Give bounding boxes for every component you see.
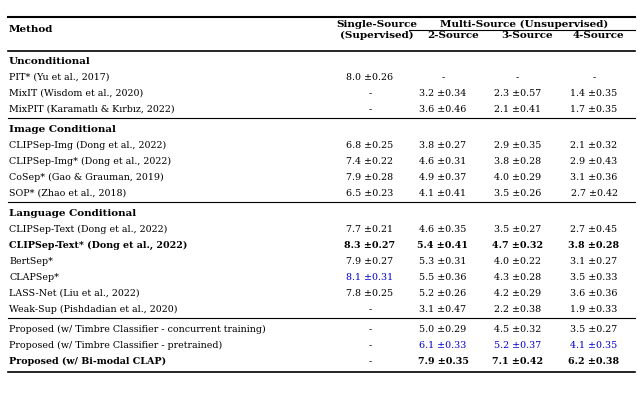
Text: 6.1 ±0.33: 6.1 ±0.33 xyxy=(419,341,467,350)
Text: 6.5 ±0.23: 6.5 ±0.23 xyxy=(346,189,394,198)
Text: 4.3 ±0.28: 4.3 ±0.28 xyxy=(494,273,541,282)
Text: CLIPSep-Text (Dong et al., 2022): CLIPSep-Text (Dong et al., 2022) xyxy=(9,225,168,234)
Text: -: - xyxy=(368,89,371,98)
Text: Language Conditional: Language Conditional xyxy=(9,209,136,218)
Text: 4-Source: 4-Source xyxy=(572,31,624,40)
Text: 2-Source: 2-Source xyxy=(427,31,479,40)
Text: -: - xyxy=(368,305,371,314)
Text: 1.7 ±0.35: 1.7 ±0.35 xyxy=(570,105,618,114)
Text: 3.6 ±0.36: 3.6 ±0.36 xyxy=(570,289,618,298)
Text: 5.5 ±0.36: 5.5 ±0.36 xyxy=(419,273,467,282)
Text: 7.4 ±0.22: 7.4 ±0.22 xyxy=(346,157,393,166)
Text: CLIPSep-Img* (Dong et al., 2022): CLIPSep-Img* (Dong et al., 2022) xyxy=(9,157,171,166)
Text: 2.9 ±0.35: 2.9 ±0.35 xyxy=(494,141,541,150)
Text: Single-Source: Single-Source xyxy=(336,20,417,29)
Text: 4.2 ±0.29: 4.2 ±0.29 xyxy=(494,289,541,298)
Text: Weak-Sup (Pishdadian et al., 2020): Weak-Sup (Pishdadian et al., 2020) xyxy=(9,305,177,314)
Text: CoSep* (Gao & Grauman, 2019): CoSep* (Gao & Grauman, 2019) xyxy=(9,173,164,182)
Text: 3.5 ±0.27: 3.5 ±0.27 xyxy=(494,225,541,234)
Text: 4.0 ±0.22: 4.0 ±0.22 xyxy=(494,257,541,266)
Text: Proposed (w/ Timbre Classifier - concurrent training): Proposed (w/ Timbre Classifier - concurr… xyxy=(9,325,266,334)
Text: -: - xyxy=(368,341,371,350)
Text: LASS-Net (Liu et al., 2022): LASS-Net (Liu et al., 2022) xyxy=(9,289,140,298)
Text: Multi-Source (Unsupervised): Multi-Source (Unsupervised) xyxy=(440,20,608,29)
Text: -: - xyxy=(593,73,596,82)
Text: 7.9 ±0.27: 7.9 ±0.27 xyxy=(346,257,393,266)
Text: 5.2 ±0.37: 5.2 ±0.37 xyxy=(494,341,541,350)
Text: -: - xyxy=(368,325,371,334)
Text: 3.1 ±0.47: 3.1 ±0.47 xyxy=(419,305,467,314)
Text: 7.9 ±0.35: 7.9 ±0.35 xyxy=(417,357,468,365)
Text: SOP* (Zhao et al., 2018): SOP* (Zhao et al., 2018) xyxy=(9,189,126,198)
Text: Method: Method xyxy=(9,26,53,34)
Text: 4.9 ±0.37: 4.9 ±0.37 xyxy=(419,173,467,182)
Text: 7.8 ±0.25: 7.8 ±0.25 xyxy=(346,289,393,298)
Text: 2.1 ±0.41: 2.1 ±0.41 xyxy=(494,105,541,114)
Text: (Supervised): (Supervised) xyxy=(340,30,413,40)
Text: 2.7 ±0.45: 2.7 ±0.45 xyxy=(570,225,618,234)
Text: -: - xyxy=(442,73,445,82)
Text: 3.5 ±0.26: 3.5 ±0.26 xyxy=(494,189,541,198)
Text: 1.4 ±0.35: 1.4 ±0.35 xyxy=(570,89,618,98)
Text: 3.5 ±0.33: 3.5 ±0.33 xyxy=(570,273,618,282)
Text: 5.4 ±0.41: 5.4 ±0.41 xyxy=(417,241,468,250)
Text: 2.7 ±0.42: 2.7 ±0.42 xyxy=(570,189,618,198)
Text: CLIPSep-Img (Dong et al., 2022): CLIPSep-Img (Dong et al., 2022) xyxy=(9,141,166,150)
Text: PIT* (Yu et al., 2017): PIT* (Yu et al., 2017) xyxy=(9,73,109,82)
Text: 5.0 ±0.29: 5.0 ±0.29 xyxy=(419,325,467,334)
Text: Proposed (w/ Bi-modal CLAP): Proposed (w/ Bi-modal CLAP) xyxy=(9,356,166,366)
Text: CLAPSep*: CLAPSep* xyxy=(9,273,59,282)
Text: 2.2 ±0.38: 2.2 ±0.38 xyxy=(494,305,541,314)
Text: 3.1 ±0.36: 3.1 ±0.36 xyxy=(570,173,618,182)
Text: 3.8 ±0.28: 3.8 ±0.28 xyxy=(568,241,620,250)
Text: 6.2 ±0.38: 6.2 ±0.38 xyxy=(568,357,620,365)
Text: 3.1 ±0.27: 3.1 ±0.27 xyxy=(570,257,618,266)
Text: Image Conditional: Image Conditional xyxy=(9,125,116,134)
Text: 3-Source: 3-Source xyxy=(501,31,553,40)
Text: Unconditional: Unconditional xyxy=(9,57,91,66)
Text: 7.9 ±0.28: 7.9 ±0.28 xyxy=(346,173,393,182)
Text: -: - xyxy=(368,357,371,365)
Text: 8.1 ±0.31: 8.1 ±0.31 xyxy=(346,273,393,282)
Text: BertSep*: BertSep* xyxy=(9,257,53,266)
Text: 4.6 ±0.35: 4.6 ±0.35 xyxy=(419,225,467,234)
Text: -: - xyxy=(516,73,519,82)
Text: MixIT (Wisdom et al., 2020): MixIT (Wisdom et al., 2020) xyxy=(9,89,143,98)
Text: 4.7 ±0.32: 4.7 ±0.32 xyxy=(492,241,543,250)
Text: 3.8 ±0.28: 3.8 ±0.28 xyxy=(494,157,541,166)
Text: 4.0 ±0.29: 4.0 ±0.29 xyxy=(494,173,541,182)
Text: 4.1 ±0.35: 4.1 ±0.35 xyxy=(570,341,618,350)
Text: CLIPSep-Text* (Dong et al., 2022): CLIPSep-Text* (Dong et al., 2022) xyxy=(9,241,188,250)
Text: -: - xyxy=(368,105,371,114)
Text: 8.3 ±0.27: 8.3 ±0.27 xyxy=(344,241,396,250)
Text: 2.3 ±0.57: 2.3 ±0.57 xyxy=(494,89,541,98)
Text: 4.1 ±0.41: 4.1 ±0.41 xyxy=(419,189,467,198)
Text: 1.9 ±0.33: 1.9 ±0.33 xyxy=(570,305,618,314)
Text: 2.1 ±0.32: 2.1 ±0.32 xyxy=(570,141,618,150)
Text: 4.6 ±0.31: 4.6 ±0.31 xyxy=(419,157,467,166)
Text: 6.8 ±0.25: 6.8 ±0.25 xyxy=(346,141,394,150)
Text: 2.9 ±0.43: 2.9 ±0.43 xyxy=(570,157,618,166)
Text: 3.6 ±0.46: 3.6 ±0.46 xyxy=(419,105,467,114)
Text: 3.2 ±0.34: 3.2 ±0.34 xyxy=(419,89,467,98)
Text: 7.7 ±0.21: 7.7 ±0.21 xyxy=(346,225,393,234)
Text: 4.5 ±0.32: 4.5 ±0.32 xyxy=(494,325,541,334)
Text: 5.3 ±0.31: 5.3 ±0.31 xyxy=(419,257,467,266)
Text: MixPIT (Karamatlı & Kırbız, 2022): MixPIT (Karamatlı & Kırbız, 2022) xyxy=(9,105,175,114)
Text: 7.1 ±0.42: 7.1 ±0.42 xyxy=(492,357,543,365)
Text: 8.0 ±0.26: 8.0 ±0.26 xyxy=(346,73,393,82)
Text: 3.8 ±0.27: 3.8 ±0.27 xyxy=(419,141,467,150)
Text: 3.5 ±0.27: 3.5 ±0.27 xyxy=(570,325,618,334)
Text: Proposed (w/ Timbre Classifier - pretrained): Proposed (w/ Timbre Classifier - pretrai… xyxy=(9,341,222,350)
Text: 5.2 ±0.26: 5.2 ±0.26 xyxy=(419,289,467,298)
